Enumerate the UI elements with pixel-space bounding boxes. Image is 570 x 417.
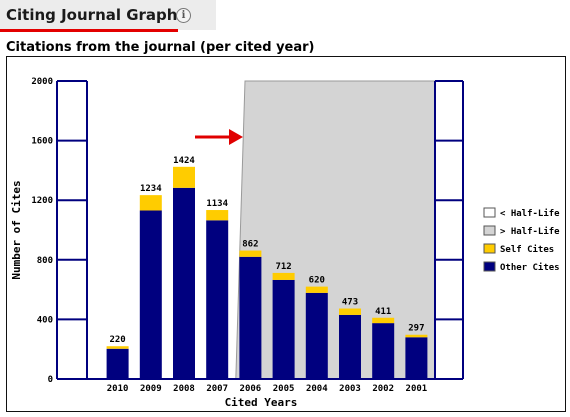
x-tick-label: 2004 bbox=[306, 384, 328, 394]
data-label: 1134 bbox=[206, 199, 228, 209]
bar-self-cites bbox=[305, 286, 328, 293]
x-tick-label: 2001 bbox=[406, 384, 428, 394]
bar-self-cites bbox=[106, 346, 129, 349]
legend-label: < Half-Life bbox=[500, 208, 560, 219]
bar-self-cites bbox=[139, 195, 162, 211]
data-label: 712 bbox=[275, 262, 291, 272]
y-axis-title: Number of Cites bbox=[10, 180, 23, 279]
data-label: 862 bbox=[242, 240, 258, 250]
chart-frame: 0 400 800 1200 1600 2000 220 2010 1234 2009 1424 20… bbox=[6, 56, 566, 412]
page-title: Citing Journal Graph bbox=[6, 6, 178, 24]
x-tick-label: 2003 bbox=[339, 384, 361, 394]
bar-self-cites bbox=[272, 272, 295, 280]
bar-other-cites bbox=[173, 187, 195, 379]
legend-swatch bbox=[483, 225, 496, 236]
bar-other-cites bbox=[339, 314, 361, 379]
legend-swatch bbox=[483, 207, 496, 218]
bar-self-cites bbox=[206, 210, 229, 221]
x-tick-label: 2009 bbox=[140, 384, 162, 394]
y-tick-label: 0 bbox=[48, 375, 53, 385]
bar-self-cites bbox=[405, 334, 428, 338]
bar-other-cites bbox=[405, 337, 428, 379]
bar-self-cites bbox=[239, 250, 262, 257]
bar-other-cites bbox=[272, 279, 295, 379]
x-tick-label: 2008 bbox=[173, 384, 195, 394]
half-life-region bbox=[235, 80, 436, 380]
bar-self-cites bbox=[339, 308, 361, 315]
citations-bar-chart: 0 400 800 1200 1600 2000 220 2010 1234 2009 1424 20… bbox=[10, 77, 560, 409]
x-tick-label: 2006 bbox=[240, 384, 262, 394]
data-label: 297 bbox=[408, 324, 424, 334]
x-tick-label: 2002 bbox=[372, 384, 394, 394]
header-underline bbox=[0, 29, 178, 32]
bar-other-cites bbox=[372, 323, 395, 379]
y-tick-label: 400 bbox=[37, 315, 53, 325]
legend-swatch bbox=[483, 243, 496, 254]
bar-other-cites bbox=[206, 220, 229, 379]
data-label: 411 bbox=[375, 307, 391, 317]
legend-label: Self Cites bbox=[500, 244, 554, 255]
legend-swatch bbox=[483, 261, 496, 272]
data-label: 220 bbox=[109, 335, 125, 345]
x-axis-title: Cited Years bbox=[225, 396, 298, 409]
bar-self-cites bbox=[173, 166, 195, 188]
data-label: 473 bbox=[342, 298, 358, 308]
red-arrow-head bbox=[229, 129, 243, 145]
bar-other-cites bbox=[239, 256, 262, 379]
y-tick-label: 800 bbox=[37, 256, 53, 266]
x-tick-label: 2005 bbox=[273, 384, 295, 394]
data-label: 1234 bbox=[140, 184, 162, 194]
info-icon[interactable]: i bbox=[176, 8, 191, 23]
y-tick-label: 2000 bbox=[31, 77, 53, 87]
x-tick-label: 2010 bbox=[107, 384, 129, 394]
bar-other-cites bbox=[106, 348, 129, 379]
y-tick-label: 1200 bbox=[31, 196, 53, 206]
chart-title: Citations from the journal (per cited ye… bbox=[6, 40, 315, 55]
bar-other-cites bbox=[305, 292, 328, 379]
x-tick-label: 2007 bbox=[206, 384, 228, 394]
data-label: 620 bbox=[309, 276, 325, 286]
bar-other-cites bbox=[139, 210, 162, 379]
bar-self-cites bbox=[372, 317, 395, 324]
legend-label: Other Cites bbox=[500, 262, 560, 273]
y-tick-label: 1600 bbox=[31, 137, 53, 147]
data-label: 1424 bbox=[173, 156, 195, 166]
legend-label: > Half-Life bbox=[500, 226, 560, 237]
